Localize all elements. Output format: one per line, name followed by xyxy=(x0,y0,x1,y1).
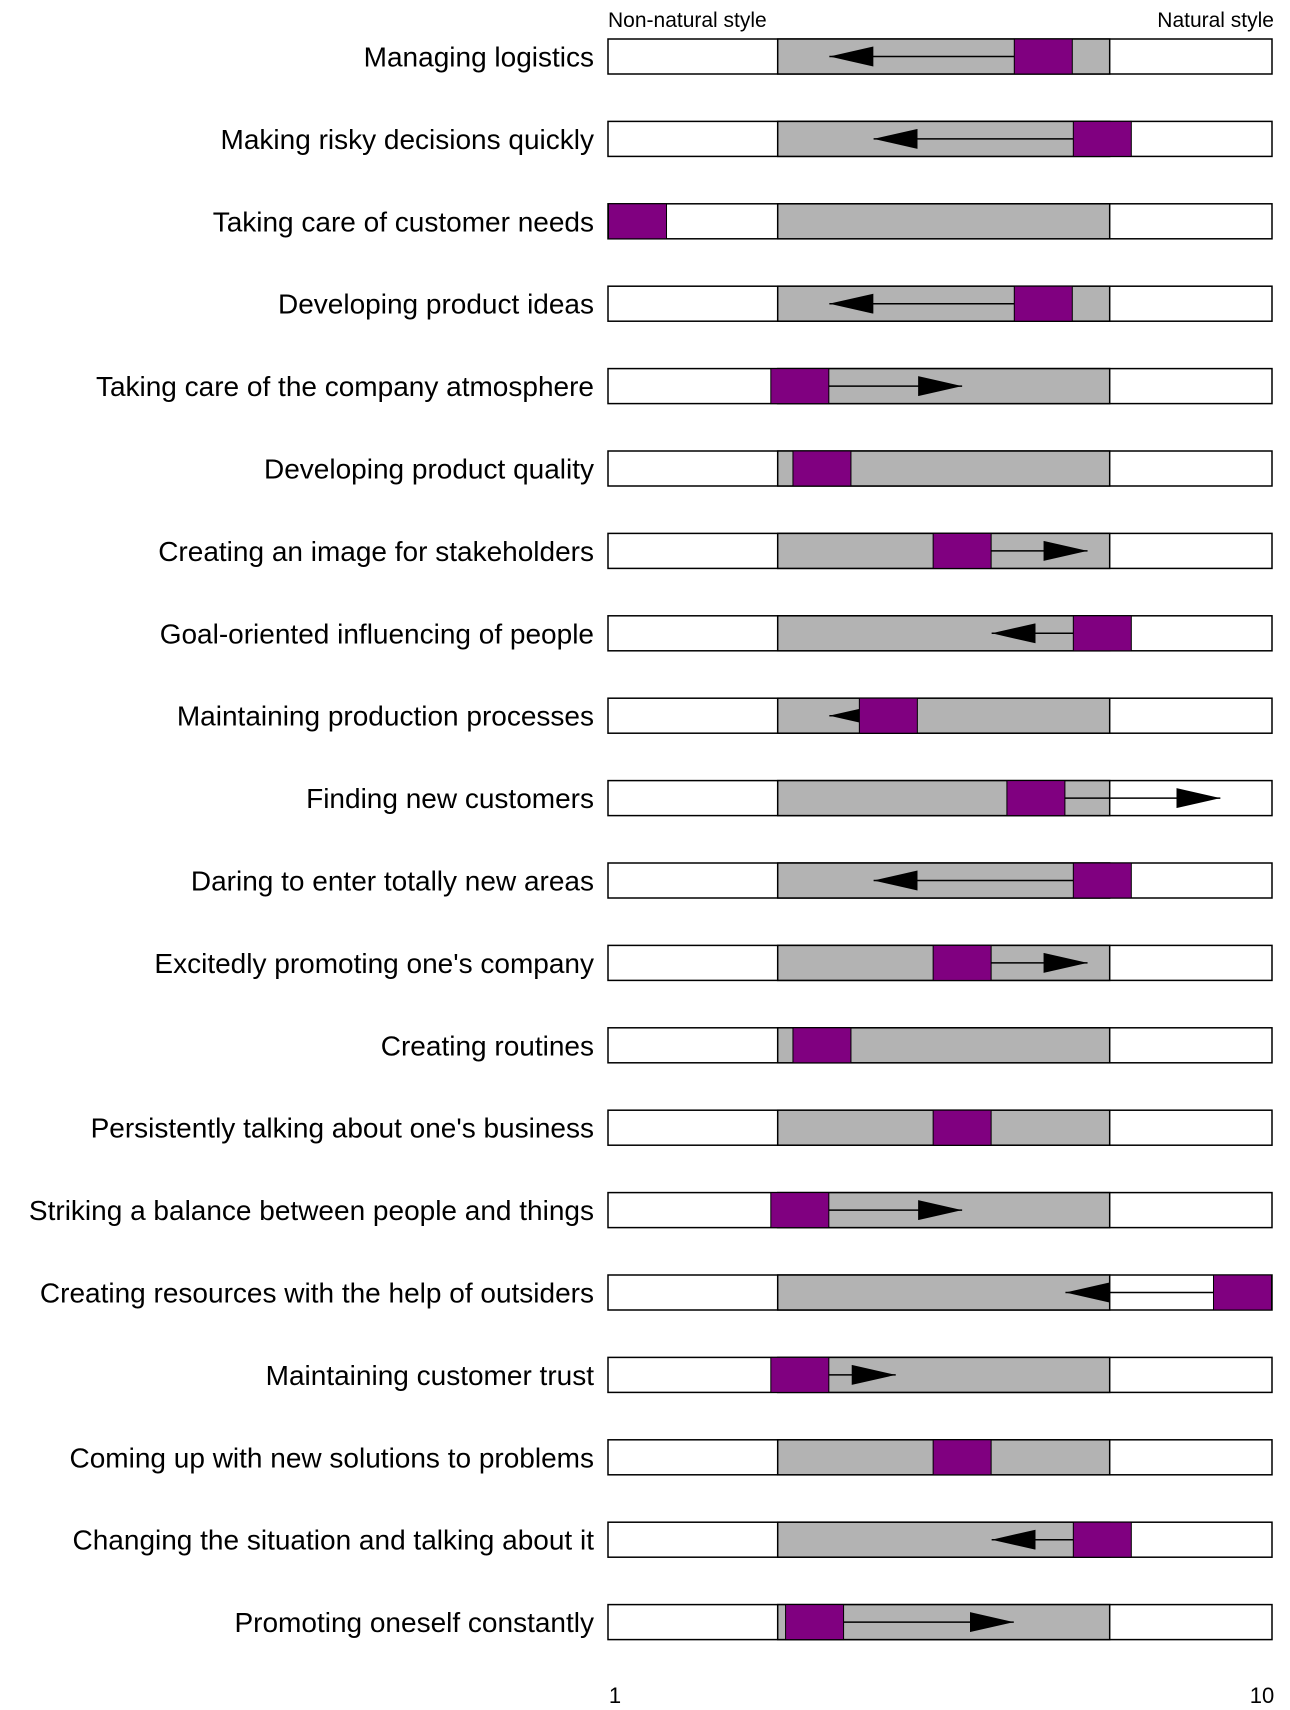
chart-row: Persistently talking about one's busines… xyxy=(91,1109,1273,1146)
category-label: Taking care of customer needs xyxy=(213,206,594,237)
value-marker xyxy=(770,368,830,405)
category-label: Coming up with new solutions to problems xyxy=(70,1442,594,1473)
typical-range-band xyxy=(776,1274,1111,1311)
category-label: Daring to enter totally new areas xyxy=(191,866,594,897)
chart-row: Creating routines xyxy=(381,1027,1273,1064)
header-right-label: Natural style xyxy=(1157,9,1274,32)
value-marker xyxy=(1013,285,1073,322)
typical-range-band xyxy=(776,697,1111,734)
value-marker xyxy=(792,1027,852,1064)
chart-row: Managing logistics xyxy=(364,38,1273,75)
value-marker xyxy=(1072,615,1132,652)
category-label: Managing logistics xyxy=(364,42,594,73)
value-marker xyxy=(932,532,992,569)
value-marker xyxy=(792,450,852,487)
chart-row: Taking care of the company atmosphere xyxy=(96,367,1273,405)
chart-row: Taking care of customer needs xyxy=(213,203,1273,240)
category-label: Taking care of the company atmosphere xyxy=(96,371,594,402)
chart-row: Goal-oriented influencing of people xyxy=(160,615,1273,652)
category-label: Changing the situation and talking about… xyxy=(73,1525,595,1556)
chart-row: Developing product quality xyxy=(264,450,1273,487)
chart-row: Excitedly promoting one's company xyxy=(154,944,1273,982)
x-tick-max: 10 xyxy=(1250,1683,1274,1708)
value-marker xyxy=(932,1439,992,1476)
category-label: Maintaining production processes xyxy=(177,701,594,732)
value-marker xyxy=(1212,1274,1272,1311)
value-marker xyxy=(932,1109,992,1146)
category-label: Goal-oriented influencing of people xyxy=(160,618,594,649)
value-marker xyxy=(770,1192,830,1229)
chart-row: Striking a balance between people and th… xyxy=(29,1191,1273,1229)
value-marker xyxy=(1072,1521,1132,1558)
category-label: Maintaining customer trust xyxy=(266,1360,595,1391)
chart-row: Finding new customers xyxy=(306,779,1273,817)
typical-range-band xyxy=(776,203,1111,240)
value-marker xyxy=(1013,38,1073,75)
category-label: Creating routines xyxy=(381,1030,594,1061)
value-marker xyxy=(785,1604,845,1641)
value-marker xyxy=(858,697,918,734)
category-label: Persistently talking about one's busines… xyxy=(91,1113,594,1144)
chart-row: Creating an image for stakeholders xyxy=(158,532,1273,570)
chart-rows: Managing logistics Making risky decisions… xyxy=(29,38,1273,1641)
category-label: Excitedly promoting one's company xyxy=(154,948,594,979)
category-label: Developing product quality xyxy=(264,454,594,485)
value-marker xyxy=(608,203,668,240)
category-label: Making risky decisions quickly xyxy=(221,124,594,155)
category-label: Creating resources with the help of outs… xyxy=(40,1278,594,1309)
category-label: Creating an image for stakeholders xyxy=(158,536,594,567)
chart-row: Promoting oneself constantly xyxy=(234,1603,1273,1641)
category-label: Finding new customers xyxy=(306,783,594,814)
chart-row: Maintaining production processes xyxy=(177,697,1273,734)
chart-row: Maintaining customer trust xyxy=(266,1356,1273,1394)
chart-row: Daring to enter totally new areas xyxy=(191,862,1273,899)
chart-row: Developing product ideas xyxy=(278,285,1273,322)
chart-row: Coming up with new solutions to problems xyxy=(70,1439,1273,1476)
chart-row: Changing the situation and talking about… xyxy=(73,1521,1273,1558)
chart-row: Creating resources with the help of outs… xyxy=(40,1274,1273,1311)
category-label: Striking a balance between people and th… xyxy=(29,1195,594,1226)
value-marker xyxy=(1072,120,1132,157)
chart-row: Making risky decisions quickly xyxy=(221,120,1273,158)
value-marker xyxy=(1072,862,1132,899)
category-label: Promoting oneself constantly xyxy=(234,1607,594,1638)
value-marker xyxy=(770,1356,830,1393)
x-tick-min: 1 xyxy=(609,1683,621,1708)
value-marker xyxy=(932,944,992,981)
header-left-label: Non-natural style xyxy=(608,9,767,32)
value-marker xyxy=(1006,780,1066,817)
category-label: Developing product ideas xyxy=(278,289,594,320)
